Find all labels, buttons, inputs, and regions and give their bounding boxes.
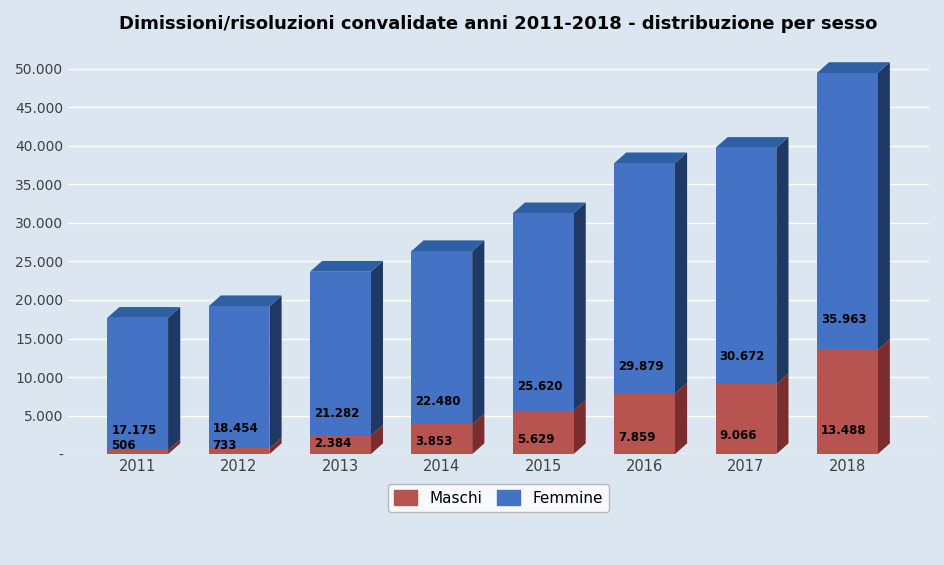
Polygon shape — [412, 240, 484, 251]
Text: 29.879: 29.879 — [618, 360, 664, 373]
Text: 13.488: 13.488 — [821, 424, 867, 437]
Text: 506: 506 — [111, 439, 136, 452]
Bar — [513, 411, 574, 454]
Bar — [817, 350, 878, 454]
Text: 35.963: 35.963 — [821, 312, 867, 325]
Polygon shape — [615, 153, 687, 163]
Bar — [716, 384, 776, 454]
Polygon shape — [310, 261, 383, 272]
Text: 25.620: 25.620 — [516, 380, 563, 393]
Bar — [209, 306, 269, 449]
Polygon shape — [513, 202, 585, 214]
Polygon shape — [371, 425, 383, 454]
Text: 5.629: 5.629 — [516, 433, 554, 446]
Text: 30.672: 30.672 — [719, 350, 765, 363]
Text: 7.859: 7.859 — [618, 431, 656, 444]
Polygon shape — [776, 137, 788, 384]
Text: 22.480: 22.480 — [415, 396, 461, 408]
Bar — [310, 272, 371, 436]
Polygon shape — [371, 261, 383, 436]
Polygon shape — [209, 295, 281, 306]
Text: 2.384: 2.384 — [314, 437, 351, 450]
Polygon shape — [269, 295, 281, 449]
Polygon shape — [776, 373, 788, 454]
Text: 9.066: 9.066 — [719, 429, 757, 442]
Text: 17.175: 17.175 — [111, 424, 157, 437]
Bar — [412, 424, 472, 454]
Bar — [615, 163, 675, 394]
Bar — [209, 449, 269, 454]
Polygon shape — [878, 62, 890, 350]
Polygon shape — [168, 440, 180, 454]
Bar — [108, 450, 168, 454]
Bar — [412, 251, 472, 424]
Bar — [513, 214, 574, 411]
Polygon shape — [878, 340, 890, 454]
Bar — [108, 318, 168, 450]
Bar — [716, 148, 776, 384]
Polygon shape — [675, 153, 687, 394]
Polygon shape — [269, 438, 281, 454]
Polygon shape — [108, 307, 180, 318]
Polygon shape — [472, 414, 484, 454]
Polygon shape — [817, 62, 890, 73]
Polygon shape — [472, 240, 484, 424]
Polygon shape — [675, 383, 687, 454]
Title: Dimissioni/risoluzioni convalidate anni 2011-2018 - distribuzione per sesso: Dimissioni/risoluzioni convalidate anni … — [119, 15, 878, 33]
Polygon shape — [574, 400, 585, 454]
Legend: Maschi, Femmine: Maschi, Femmine — [388, 484, 609, 512]
Text: 733: 733 — [212, 439, 237, 452]
Polygon shape — [716, 137, 788, 148]
Bar — [310, 436, 371, 454]
Text: 18.454: 18.454 — [212, 422, 259, 435]
Text: 21.282: 21.282 — [314, 407, 360, 420]
Polygon shape — [574, 202, 585, 411]
Bar — [615, 394, 675, 454]
Bar — [817, 73, 878, 350]
Polygon shape — [168, 307, 180, 450]
Text: 3.853: 3.853 — [415, 435, 453, 448]
